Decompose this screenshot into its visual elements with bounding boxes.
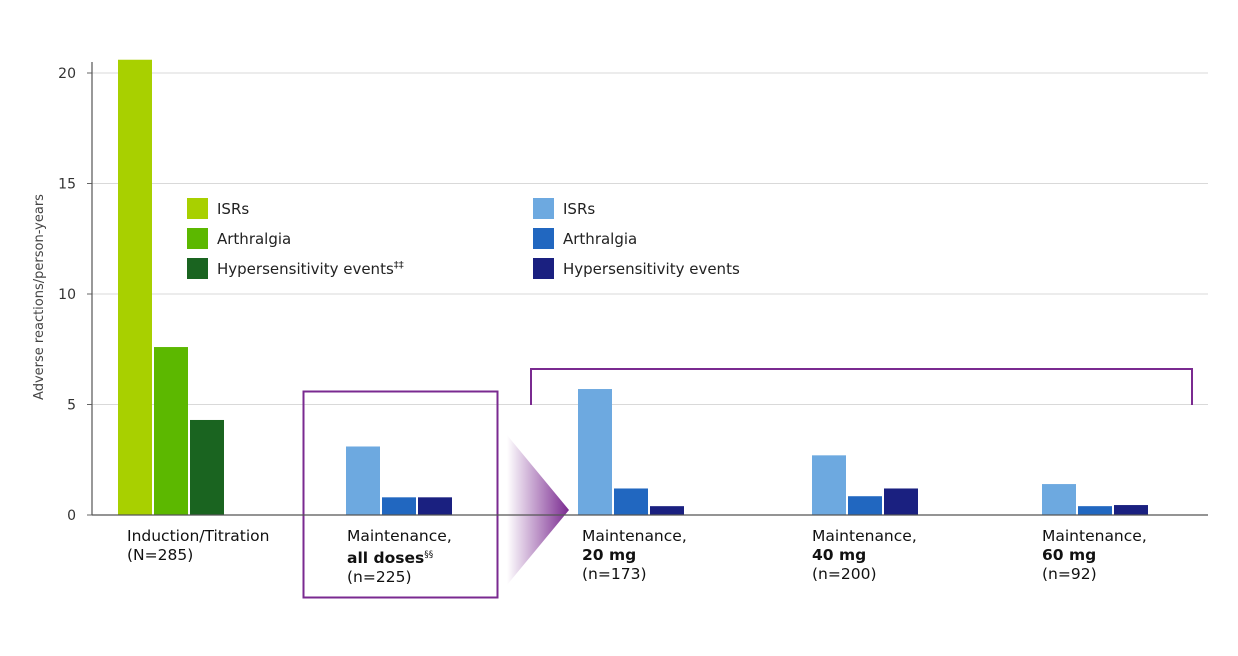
y-tick-label: 15: [58, 177, 76, 193]
y-axis-label: Adverse reactions/person-years: [32, 194, 47, 400]
bar: [650, 506, 684, 515]
y-tick-label: 0: [67, 508, 76, 524]
bar: [1042, 484, 1076, 515]
dose-group-bracket: [530, 368, 1193, 405]
bar: [190, 419, 224, 515]
legend-swatch: [187, 198, 208, 219]
bar: [1078, 506, 1112, 515]
legend-label: ISRs: [217, 200, 249, 218]
legend-label: Arthralgia: [563, 230, 637, 248]
legend-label: Hypersensitivity events: [563, 260, 740, 278]
legend-swatch: [533, 228, 554, 249]
y-tick-label: 20: [58, 66, 76, 82]
bar: [1114, 505, 1148, 515]
bar: [848, 496, 882, 515]
y-tick-label: 5: [67, 398, 76, 414]
legend-label: Hypersensitivity events‡‡: [217, 260, 404, 278]
bar: [418, 497, 452, 515]
highlight-box: [302, 390, 499, 599]
bar: [614, 488, 648, 515]
bar: [812, 455, 846, 515]
y-tick-label: 10: [58, 287, 76, 303]
x-category-label: Maintenance, 20 mg (n=173): [582, 527, 687, 583]
bar: [884, 488, 918, 515]
x-category-label: Induction/Titration (N=285): [127, 527, 270, 564]
legend-swatch: [533, 258, 554, 279]
legend-swatch: [187, 228, 208, 249]
bar: [578, 389, 612, 515]
legend-footnote-mark: ‡‡: [394, 260, 404, 271]
legend-label: Arthralgia: [217, 230, 291, 248]
bar: [154, 347, 188, 515]
x-category-label: Maintenance, 60 mg (n=92): [1042, 527, 1147, 583]
legend-swatch: [187, 258, 208, 279]
legend-swatch: [533, 198, 554, 219]
bar: [382, 497, 416, 515]
bar: [346, 446, 380, 515]
legend-label: ISRs: [563, 200, 595, 218]
expand-arrow: [507, 435, 569, 585]
bar: [118, 59, 152, 516]
x-category-label: Maintenance, 40 mg (n=200): [812, 527, 917, 583]
x-category-label: Maintenance, all doses§§ (n=225): [347, 527, 452, 586]
